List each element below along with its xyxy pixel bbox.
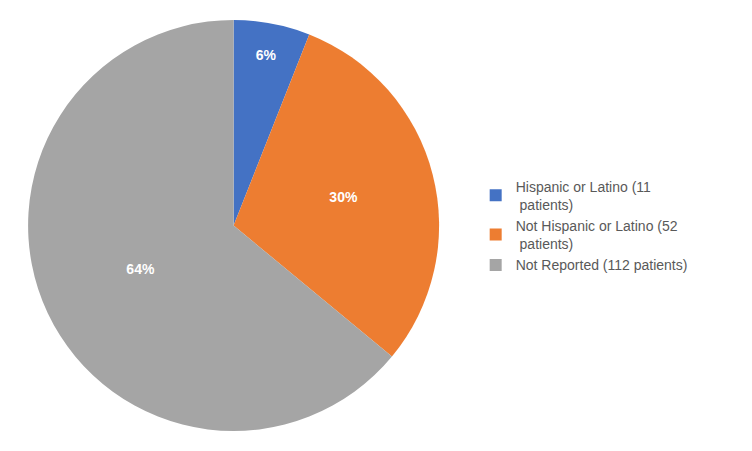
svg-text:Not Hispanic or Latino (52 pat: Not Hispanic or Latino (52 patients) xyxy=(516,218,678,252)
svg-text:Hispanic or Latino (11 patient: Hispanic or Latino (11 patients) xyxy=(516,179,651,213)
svg-text:30%: 30% xyxy=(329,189,358,205)
svg-text:64%: 64% xyxy=(126,261,155,277)
svg-text:Not Reported (112 patients): Not Reported (112 patients) xyxy=(516,257,688,273)
svg-text:6%: 6% xyxy=(256,47,277,63)
